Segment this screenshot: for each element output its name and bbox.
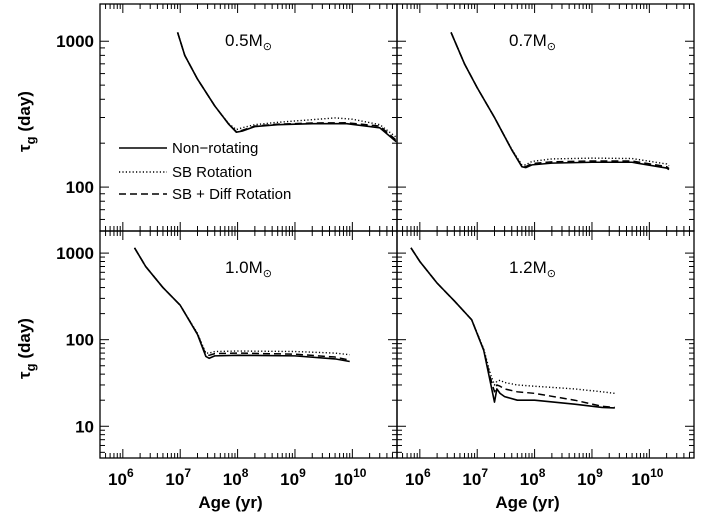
series-line-dashed — [176, 32, 397, 141]
panel-label: 1.2M⊙ — [509, 258, 556, 280]
series-line-dashed — [450, 32, 670, 170]
x-axis-title: Age (yr) — [495, 493, 559, 512]
series-line-dashed — [410, 247, 615, 409]
y-axis-subscript: g — [23, 136, 38, 144]
x-tick-label: 108 — [223, 466, 249, 489]
x-tick-label: 106 — [405, 466, 431, 489]
series-line-dashed — [133, 247, 350, 361]
x-tick-label: 1010 — [631, 466, 664, 489]
x-tick-exponent: 7 — [184, 466, 191, 480]
x-tick-exponent: 9 — [299, 466, 306, 480]
legend: Non−rotating SB Rotation SB + Diff Rotatio… — [119, 140, 291, 203]
y-tick-label: 100 — [66, 331, 94, 350]
y-axis-title: τg (day) — [15, 318, 38, 379]
x-tick-label: 1010 — [334, 466, 367, 489]
y-axis-subscript: g — [23, 363, 38, 371]
series-group — [450, 32, 670, 171]
series-line-solid — [450, 32, 670, 171]
x-tick-exponent: 8 — [242, 466, 249, 480]
series-group — [176, 32, 397, 143]
y-axis-unit: (day) — [15, 318, 34, 363]
axis-labels-layer: Age (yr) Age (yr)τg (day)τg (day) — [15, 91, 560, 512]
legend-label: SB Rotation — [172, 164, 252, 181]
sun-symbol: ⊙ — [263, 268, 272, 280]
x-tick-label: 109 — [577, 466, 603, 489]
panel-frame — [396, 230, 695, 459]
series-group — [410, 247, 615, 409]
panel-label: 0.7M⊙ — [509, 31, 556, 53]
panel-1: 0.5M⊙ 1000 100 Non−rotating SB Rotation SB + … — [56, 3, 398, 232]
series-line-solid — [176, 32, 397, 143]
x-tick-exponent: 10 — [650, 466, 664, 480]
x-tick-exponent: 8 — [539, 466, 546, 480]
y-axis-symbol: τ — [15, 371, 34, 379]
series-line-dotted — [176, 32, 397, 138]
legend-label: Non−rotating — [172, 140, 258, 157]
y-tick-label: 100 — [66, 178, 94, 197]
x-tick-exponent: 7 — [481, 466, 488, 480]
x-tick-exponent: 6 — [424, 466, 431, 480]
y-axis-title: τg (day) — [15, 91, 38, 152]
y-tick-label: 10 — [75, 417, 94, 436]
y-axis-symbol: τ — [15, 144, 34, 152]
sun-symbol: ⊙ — [547, 268, 556, 280]
x-tick-exponent: 9 — [596, 466, 603, 480]
panels-layer: 0.5M⊙ 1000 100 Non−rotating SB Rotation SB + … — [56, 3, 695, 489]
x-axis-title: Age (yr) — [198, 493, 262, 512]
panel-label: 1.0M⊙ — [225, 258, 272, 280]
x-tick-exponent: 6 — [127, 466, 134, 480]
x-tick-label: 106 — [108, 466, 134, 489]
panel-2: 0.7M⊙ — [396, 3, 695, 232]
y-tick-label: 1000 — [56, 244, 94, 263]
x-tick-label: 109 — [280, 466, 306, 489]
sun-symbol: ⊙ — [263, 41, 272, 53]
y-tick-label: 1000 — [56, 32, 94, 51]
series-group — [133, 247, 350, 363]
x-tick-label: 108 — [520, 466, 546, 489]
x-tick-exponent: 10 — [353, 466, 367, 480]
x-tick-label: 107 — [462, 466, 488, 489]
x-tick-label: 107 — [165, 466, 191, 489]
sun-symbol: ⊙ — [547, 41, 556, 53]
legend-label: SB + Diff Rotation — [172, 186, 291, 203]
panel-4: 1.2M⊙106 107 108 109 1010 — [396, 230, 695, 489]
y-axis-unit: (day) — [15, 91, 34, 136]
panel-label: 0.5M⊙ — [225, 31, 272, 53]
